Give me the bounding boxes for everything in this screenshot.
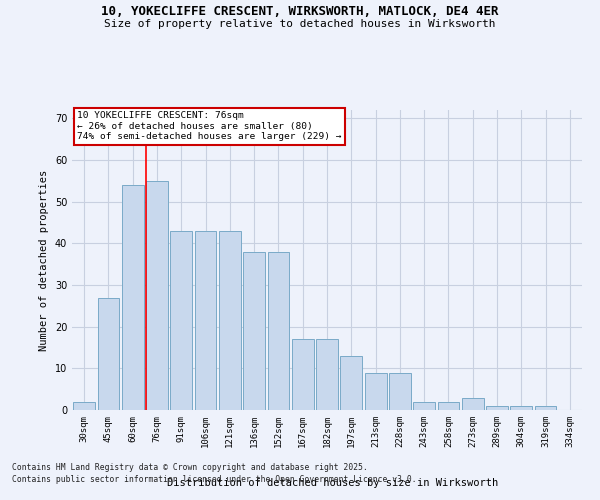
Bar xyxy=(170,231,192,410)
Bar xyxy=(73,402,95,410)
Bar xyxy=(437,402,460,410)
Bar xyxy=(535,406,556,410)
Bar xyxy=(292,339,314,410)
Bar xyxy=(122,185,143,410)
Text: Contains public sector information licensed under the Open Government Licence v3: Contains public sector information licen… xyxy=(12,475,416,484)
Bar xyxy=(365,372,386,410)
Bar xyxy=(146,181,168,410)
Bar xyxy=(413,402,435,410)
Bar xyxy=(340,356,362,410)
Bar xyxy=(243,252,265,410)
Bar xyxy=(462,398,484,410)
Bar xyxy=(511,406,532,410)
Text: 10 YOKECLIFFE CRESCENT: 76sqm
← 26% of detached houses are smaller (80)
74% of s: 10 YOKECLIFFE CRESCENT: 76sqm ← 26% of d… xyxy=(77,112,341,142)
Text: Size of property relative to detached houses in Wirksworth: Size of property relative to detached ho… xyxy=(104,19,496,29)
Bar xyxy=(194,231,217,410)
Bar xyxy=(486,406,508,410)
Bar xyxy=(316,339,338,410)
Bar xyxy=(389,372,411,410)
Text: Contains HM Land Registry data © Crown copyright and database right 2025.: Contains HM Land Registry data © Crown c… xyxy=(12,464,368,472)
Text: Distribution of detached houses by size in Wirksworth: Distribution of detached houses by size … xyxy=(167,478,499,488)
Bar xyxy=(219,231,241,410)
Y-axis label: Number of detached properties: Number of detached properties xyxy=(39,170,49,350)
Bar xyxy=(97,298,119,410)
Text: 10, YOKECLIFFE CRESCENT, WIRKSWORTH, MATLOCK, DE4 4ER: 10, YOKECLIFFE CRESCENT, WIRKSWORTH, MAT… xyxy=(101,5,499,18)
Bar xyxy=(268,252,289,410)
